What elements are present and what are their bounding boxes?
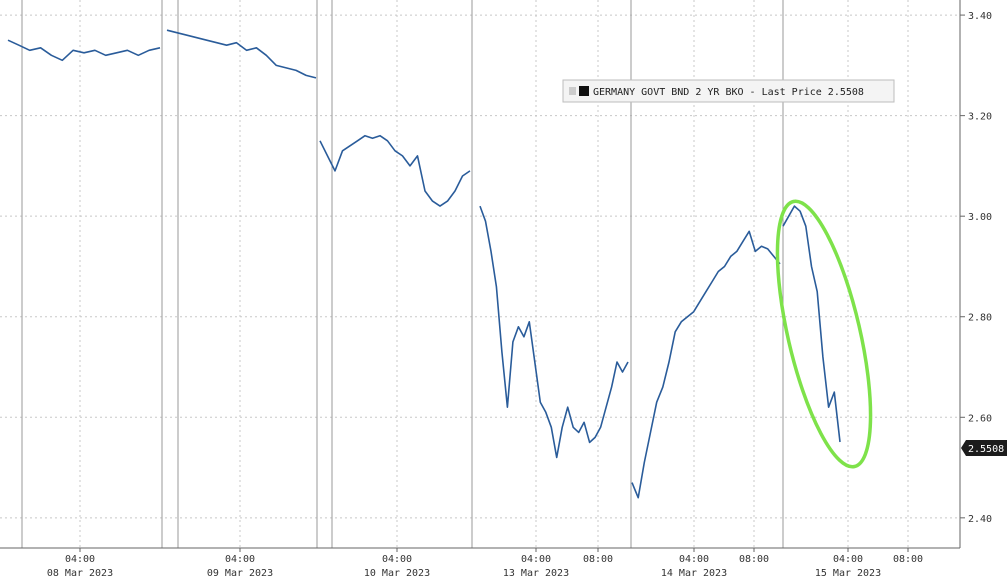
x-tick-time-8: 08:00: [893, 554, 923, 565]
x-tick-time-6: 08:00: [739, 554, 769, 565]
legend-swatch: [579, 86, 589, 96]
x-tick-date-1: 09 Mar 2023: [207, 568, 273, 579]
y-tick-label-5: 2.40: [968, 514, 992, 525]
x-tick-date-7: 15 Mar 2023: [815, 568, 881, 579]
series-line-3: [319, 134, 471, 207]
series-line-1: [7, 39, 161, 62]
x-tick-date-2: 10 Mar 2023: [364, 568, 430, 579]
legend-label: GERMANY GOVT BND 2 YR BKO - Last Price 2…: [593, 87, 864, 98]
series-line-4: [479, 205, 629, 459]
x-axis-ticks: 04:00 08 Mar 2023 04:00 09 Mar 2023 04:00 10 …: [47, 548, 923, 579]
x-tick-date-3: 13 Mar 2023: [503, 568, 569, 579]
y-tick-label-1: 3.20: [968, 112, 992, 123]
x-tick-time-5: 04:00: [679, 554, 709, 565]
y-tick-label-4: 2.60: [968, 413, 992, 424]
last-price-badge: [961, 440, 1007, 456]
x-tick-time-3: 04:00: [521, 554, 551, 565]
x-tick-time-2: 04:00: [382, 554, 412, 565]
y-axis-ticks: 3.40 3.20 3.00 2.80 2.60 2.40: [960, 11, 992, 525]
series-line-2: [166, 29, 317, 79]
x-tick-time-0: 04:00: [65, 554, 95, 565]
y-tick-label-2: 3.00: [968, 212, 992, 223]
last-price-marker: 2.5508: [961, 440, 1007, 456]
x-tick-time-7: 04:00: [833, 554, 863, 565]
legend-box: [562, 79, 895, 103]
highlight-ellipse: [775, 199, 873, 469]
y-tick-label-3: 2.80: [968, 313, 992, 324]
last-price-label: 2.5508: [968, 444, 1004, 455]
x-tick-time-1: 04:00: [225, 554, 255, 565]
legend: GERMANY GOVT BND 2 YR BKO - Last Price 2…: [562, 79, 895, 103]
series-line-5: [631, 230, 781, 499]
y-tick-label-0: 3.40: [968, 11, 992, 22]
x-tick-time-4: 08:00: [583, 554, 613, 565]
x-tick-date-5: 14 Mar 2023: [661, 568, 727, 579]
legend-marker-outer: [569, 87, 576, 95]
series-layer: [7, 29, 841, 499]
series-line-6: [782, 205, 841, 443]
x-tick-date-0: 08 Mar 2023: [47, 568, 113, 579]
